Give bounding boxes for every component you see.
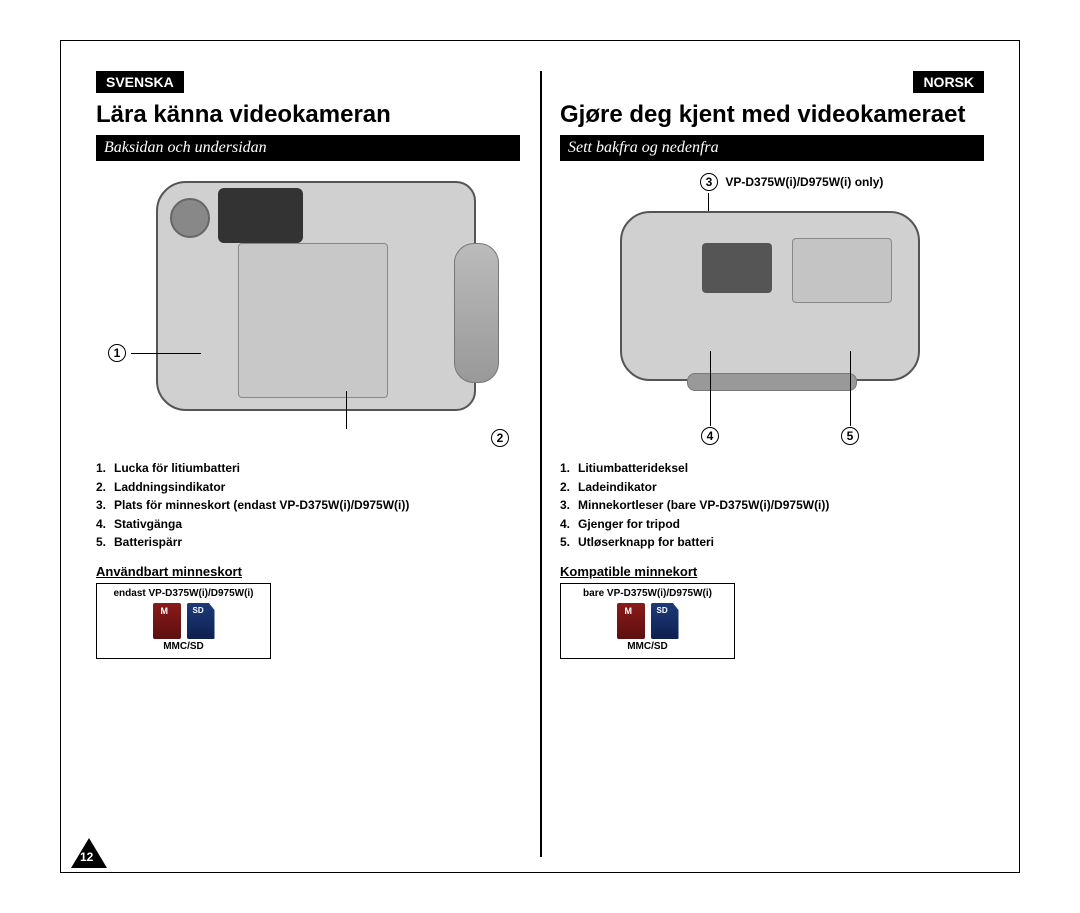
language-row-left: SVENSKA [96, 71, 520, 93]
column-divider [540, 71, 542, 857]
left-card-box: endast VP-D375W(i)/D975W(i) MMC/SD [96, 583, 271, 659]
list-item: 2.Laddningsindikator [96, 478, 520, 497]
callout-1: 1 [108, 344, 126, 362]
callout-3-note: VP-D375W(i)/D975W(i) only) [725, 175, 883, 189]
callout-4: 4 [701, 427, 719, 445]
language-row-right: NORSK [560, 71, 984, 93]
list-text: Litiumbatterideksel [578, 459, 688, 478]
callout-circle-5: 5 [841, 427, 859, 445]
hand-strap-icon [454, 243, 499, 383]
list-item: 1.Lucka för litiumbatteri [96, 459, 520, 478]
bottom-panel-icon [792, 238, 892, 303]
viewfinder-icon [170, 198, 210, 238]
mmc-card-icon [617, 603, 645, 639]
list-text: Lucka för litiumbatteri [114, 459, 240, 478]
card-label: MMC/SD [103, 641, 264, 652]
card-icons [567, 603, 728, 639]
right-feature-list: 1.Litiumbatterideksel 2.Ladeindikator 3.… [560, 459, 984, 552]
right-column: NORSK Gjøre deg kjent med videokameraet … [540, 71, 1004, 857]
callout-2: 2 [491, 429, 509, 447]
card-note: bare VP-D375W(i)/D975W(i) [567, 588, 728, 599]
strap-bar-icon [687, 373, 857, 391]
lcd-screen-icon [218, 188, 303, 243]
list-item: 3.Plats för minneskort (endast VP-D375W(… [96, 496, 520, 515]
sd-card-icon [651, 603, 679, 639]
callout-circle-3: 3 [700, 173, 718, 191]
list-text: Batterispärr [114, 533, 182, 552]
callout-3-row: 3 VP-D375W(i)/D975W(i) only) [700, 173, 883, 191]
callout-circle-2: 2 [491, 429, 509, 447]
sd-card-icon [187, 603, 215, 639]
right-card-box: bare VP-D375W(i)/D975W(i) MMC/SD [560, 583, 735, 659]
callout-circle-1: 1 [108, 344, 126, 362]
list-text: Plats för minneskort (endast VP-D375W(i)… [114, 496, 409, 515]
language-tag-svenska: SVENSKA [96, 71, 184, 93]
list-text: Stativgänga [114, 515, 182, 534]
rear-view-diagram: 1 2 [96, 171, 520, 451]
left-subtitle: Baksidan och undersidan [96, 135, 520, 161]
memory-slot-icon [702, 243, 772, 293]
lead-line-2 [346, 391, 347, 429]
lead-line-1 [131, 353, 201, 354]
card-icons [103, 603, 264, 639]
list-text: Gjenger for tripod [578, 515, 680, 534]
camera-rear-illustration [156, 181, 476, 411]
right-subtitle: Sett bakfra og nedenfra [560, 135, 984, 161]
camera-bottom-illustration [620, 211, 920, 381]
list-item: 4.Gjenger for tripod [560, 515, 984, 534]
list-text: Utløserknapp for batteri [578, 533, 714, 552]
page-number: 12 [80, 850, 93, 864]
list-item: 4.Stativgänga [96, 515, 520, 534]
list-item: 2.Ladeindikator [560, 478, 984, 497]
callout-circle-4: 4 [701, 427, 719, 445]
list-item: 3.Minnekortleser (bare VP-D375W(i)/D975W… [560, 496, 984, 515]
left-card-heading: Användbart minneskort [96, 564, 520, 579]
callout-5: 5 [841, 427, 859, 445]
list-text: Laddningsindikator [114, 478, 225, 497]
bottom-view-diagram: 3 VP-D375W(i)/D975W(i) only) 4 5 [560, 171, 984, 451]
card-label: MMC/SD [567, 641, 728, 652]
right-card-heading: Kompatible minnekort [560, 564, 984, 579]
mmc-card-icon [153, 603, 181, 639]
list-item: 5.Batterispärr [96, 533, 520, 552]
list-item: 5.Utløserknapp for batteri [560, 533, 984, 552]
language-tag-norsk: NORSK [913, 71, 984, 93]
list-text: Minnekortleser (bare VP-D375W(i)/D975W(i… [578, 496, 829, 515]
battery-panel-icon [238, 243, 388, 398]
list-text: Ladeindikator [578, 478, 657, 497]
left-title: Lära känna videokameran [96, 101, 520, 129]
lead-line-4 [710, 351, 711, 426]
right-title: Gjøre deg kjent med videokameraet [560, 101, 984, 129]
left-column: SVENSKA Lära känna videokameran Baksidan… [76, 71, 540, 857]
left-feature-list: 1.Lucka för litiumbatteri 2.Laddningsind… [96, 459, 520, 552]
list-item: 1.Litiumbatterideksel [560, 459, 984, 478]
page-frame: SVENSKA Lära känna videokameran Baksidan… [60, 40, 1020, 873]
card-note: endast VP-D375W(i)/D975W(i) [103, 588, 264, 599]
lead-line-5 [850, 351, 851, 426]
